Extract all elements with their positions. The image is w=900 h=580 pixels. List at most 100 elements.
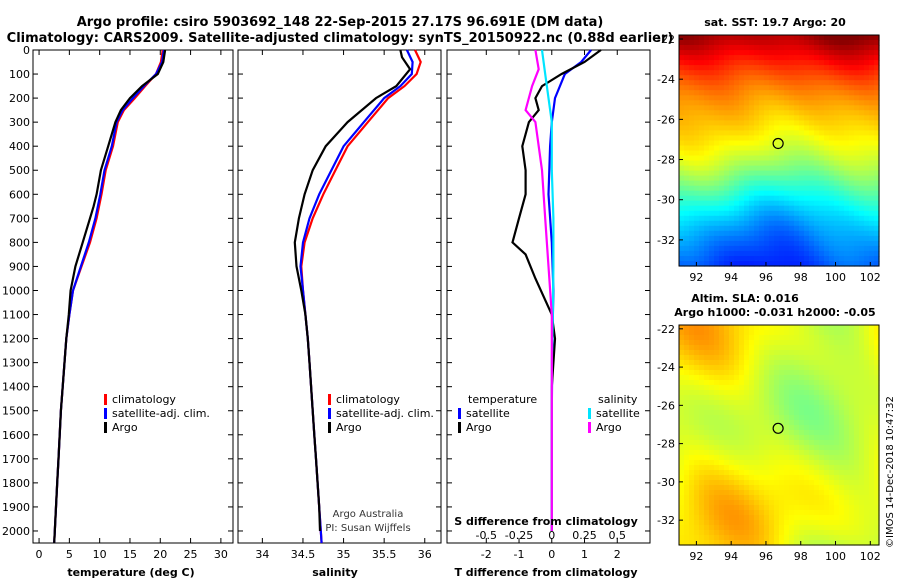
map-cell (834, 515, 840, 521)
map-cell (854, 510, 860, 516)
map-cell (749, 505, 755, 511)
map-cell (774, 245, 780, 252)
map-cell (749, 455, 755, 461)
map-cell (859, 175, 865, 182)
map-cell (804, 405, 810, 411)
map-cell (744, 530, 750, 536)
map-cell (864, 235, 870, 242)
map-cell (844, 415, 850, 421)
map-cell (854, 350, 860, 356)
map-cell (759, 325, 765, 331)
map-cell (699, 160, 705, 167)
map-cell (734, 50, 740, 56)
map-cell (689, 135, 695, 141)
map-cell (869, 365, 875, 371)
map-cell (769, 250, 775, 257)
map-cell (829, 130, 835, 136)
map-cell (694, 150, 700, 157)
map-cell (714, 525, 720, 531)
map-cell (759, 220, 765, 227)
map-cell (794, 250, 800, 257)
map-cell (789, 500, 795, 506)
map-cell (734, 125, 740, 131)
map-cell (689, 470, 695, 476)
map-cell (679, 185, 685, 192)
map-cell (764, 55, 770, 61)
legend-swatch (328, 422, 331, 433)
map-cell (704, 490, 710, 496)
map-cell (679, 325, 685, 331)
map-cell (689, 530, 695, 536)
map-cell (854, 370, 860, 376)
map-cell (694, 140, 700, 147)
map-cell (774, 110, 780, 116)
map-cell (819, 465, 825, 471)
map-cell (779, 390, 785, 396)
map-cell (849, 110, 855, 116)
map-cell (799, 65, 805, 71)
map-cell (844, 495, 850, 501)
map-cell (759, 470, 765, 476)
map-cell (769, 85, 775, 91)
map-cell (799, 250, 805, 257)
map-cell (774, 530, 780, 536)
map-cell (874, 160, 880, 167)
map-cell (719, 500, 725, 506)
map-cell (734, 215, 740, 222)
map-cell (749, 460, 755, 466)
map-cell (689, 460, 695, 466)
map-cell (809, 65, 815, 71)
map-cell (689, 245, 695, 252)
map-cell (869, 355, 875, 361)
map-cell (779, 400, 785, 406)
map-cell (854, 85, 860, 91)
map-cell (789, 360, 795, 366)
map-cell (829, 410, 835, 416)
map-cell (779, 256, 785, 262)
map-cell (859, 500, 865, 506)
map-cell (709, 235, 715, 242)
map-cell (834, 395, 840, 401)
map-cell (769, 455, 775, 461)
map-cell (864, 490, 870, 496)
map-cell (854, 345, 860, 351)
map-cell (754, 480, 760, 486)
map-cell (869, 185, 875, 192)
map-cell (844, 75, 850, 81)
map-cell (724, 205, 730, 212)
map-cell (829, 140, 835, 147)
map-cell (799, 415, 805, 421)
map-cell (769, 110, 775, 116)
map-cell (759, 400, 765, 406)
map-cell (814, 165, 820, 172)
map-cell (804, 55, 810, 61)
map-cell (744, 200, 750, 207)
legend-label: Argo (336, 421, 362, 434)
map-cell (874, 525, 880, 531)
map-cell (749, 70, 755, 76)
map-cell (839, 125, 845, 131)
map-cell (809, 360, 815, 366)
map-cell (734, 80, 740, 86)
map-cell (739, 535, 745, 541)
map-cell (779, 515, 785, 521)
map-cell (744, 375, 750, 381)
map-cell (809, 85, 815, 91)
map-cell (829, 200, 835, 207)
map-cell (689, 195, 695, 202)
map-cell (719, 195, 725, 202)
map-cell (749, 210, 755, 217)
map-cell (689, 256, 695, 262)
map-cell (864, 440, 870, 446)
map-cell (739, 390, 745, 396)
map-cell (764, 145, 770, 152)
map-cell (874, 335, 880, 341)
map-cell (734, 65, 740, 71)
map-cell (679, 200, 685, 207)
map-cell (684, 540, 690, 546)
map-cell (784, 470, 790, 476)
map-cell (694, 155, 700, 162)
map-cell (774, 410, 780, 416)
map-cell (709, 145, 715, 152)
map-cell (764, 415, 770, 421)
